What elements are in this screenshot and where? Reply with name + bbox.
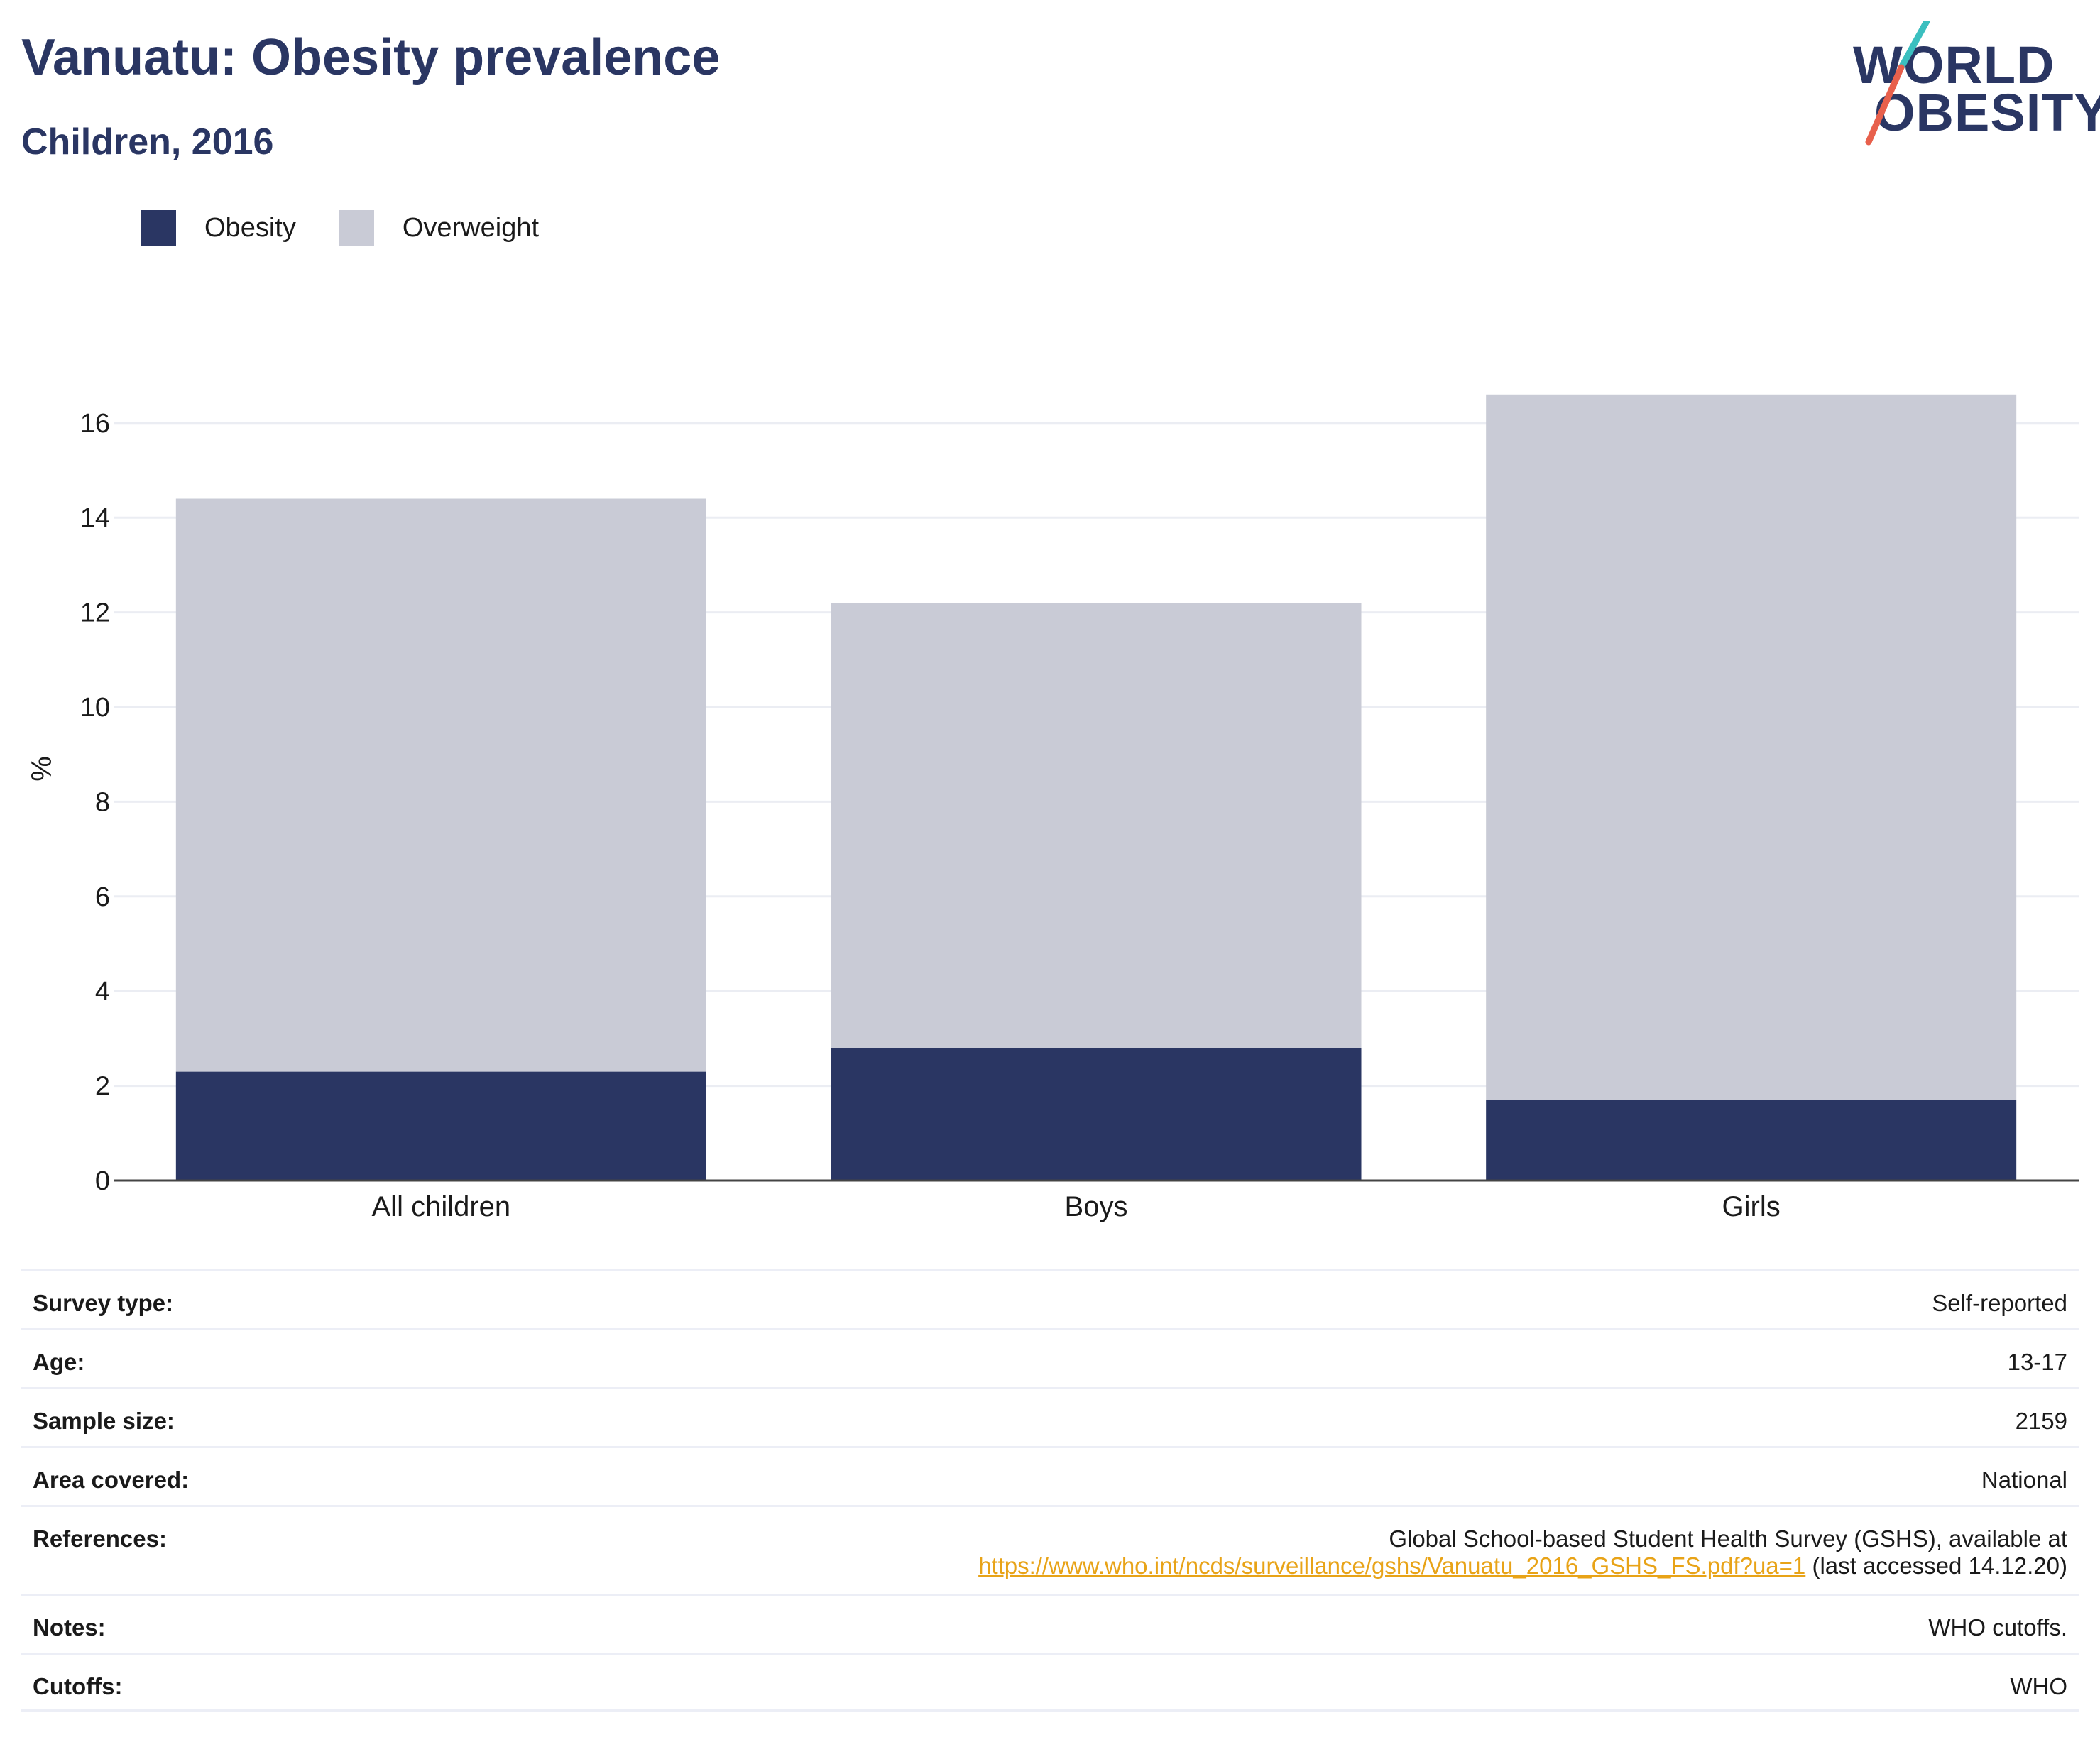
chart-title: Vanuatu: Obesity prevalence <box>21 29 721 86</box>
references-text: Global School-based Student Health Surve… <box>1389 1526 2067 1552</box>
legend-item-obesity[interactable]: Obesity <box>141 210 296 246</box>
info-row-area-covered: Area covered: National <box>21 1446 2079 1505</box>
y-tick-label: 2 <box>95 1072 110 1102</box>
y-tick-label: 16 <box>80 409 110 439</box>
legend-label-obesity: Obesity <box>204 212 296 243</box>
x-tick-label: Boys <box>1065 1191 1128 1222</box>
bar-chart: 0 2 4 6 8 10 12 14 16% All children Boys Girls <box>26 394 2079 1222</box>
info-label-cutoffs: Cutoffs: <box>33 1673 123 1699</box>
info-label-sample-size: Sample size: <box>33 1408 175 1434</box>
y-tick-label: 10 <box>80 693 110 723</box>
info-row-sample-size: Sample size: 2159 <box>21 1387 2079 1446</box>
logo-slash-icon <box>1865 21 1930 146</box>
logo-line-2: OBESITY <box>1874 83 2100 142</box>
legend-swatch-obesity <box>141 210 176 246</box>
bar-obesity <box>175 1071 706 1181</box>
info-label-survey-type: Survey type: <box>33 1290 174 1316</box>
y-tick-label: 14 <box>80 503 110 533</box>
bar-overweight <box>1486 394 2017 1100</box>
info-value-age: 13-17 <box>2007 1349 2067 1375</box>
info-label-area-covered: Area covered: <box>33 1467 190 1493</box>
chart-subtitle: Children, 2016 <box>21 121 274 163</box>
references-suffix: (last accessed 14.12.20) <box>1805 1552 2067 1579</box>
bar-obesity <box>831 1048 1362 1181</box>
info-label-age: Age: <box>33 1349 85 1375</box>
bar-overweight <box>831 603 1362 1048</box>
info-row-references: References: Global School-based Student … <box>21 1505 2079 1594</box>
info-value-cutoffs: WHO <box>2010 1673 2067 1699</box>
info-label-references: References: <box>33 1526 167 1552</box>
bar-obesity <box>1486 1100 2017 1181</box>
bar-overweight <box>175 498 706 1072</box>
info-value-area-covered: National <box>1981 1467 2067 1493</box>
info-row-survey-type: Survey type: Self-reported <box>21 1269 2079 1328</box>
y-tick-label: 4 <box>95 977 110 1007</box>
chart-legend: Obesity Overweight <box>141 210 581 246</box>
survey-info-table: Survey type: Self-reported Age: 13-17 Sa… <box>21 1269 2079 1712</box>
info-row-age: Age: 13-17 <box>21 1328 2079 1387</box>
legend-swatch-overweight <box>338 210 374 246</box>
x-tick-label: Girls <box>1722 1191 1781 1222</box>
y-tick-label: 0 <box>95 1166 110 1196</box>
world-obesity-logo: WORLD OBESITY <box>1853 21 2100 149</box>
x-tick-label: All children <box>372 1191 511 1222</box>
y-tick-label: 8 <box>95 787 110 817</box>
info-row-notes: Notes: WHO cutoffs. <box>21 1594 2079 1653</box>
info-label-notes: Notes: <box>33 1614 106 1641</box>
info-value-sample-size: 2159 <box>2015 1408 2067 1434</box>
info-value-survey-type: Self-reported <box>1932 1290 2067 1316</box>
info-row-cutoffs: Cutoffs: WHO <box>21 1653 2079 1712</box>
y-tick-label: 12 <box>80 598 110 628</box>
info-value-references: Global School-based Student Health Surve… <box>978 1526 2067 1579</box>
logo-line-1: WORLD <box>1853 35 2055 94</box>
y-tick-label: 6 <box>95 882 110 912</box>
legend-label-overweight: Overweight <box>402 212 540 243</box>
references-link[interactable]: https://www.who.int/ncds/surveillance/gs… <box>978 1552 1806 1579</box>
info-value-notes: WHO cutoffs. <box>1928 1614 2067 1641</box>
legend-item-overweight[interactable]: Overweight <box>338 210 540 246</box>
y-axis-label: % <box>26 756 58 782</box>
